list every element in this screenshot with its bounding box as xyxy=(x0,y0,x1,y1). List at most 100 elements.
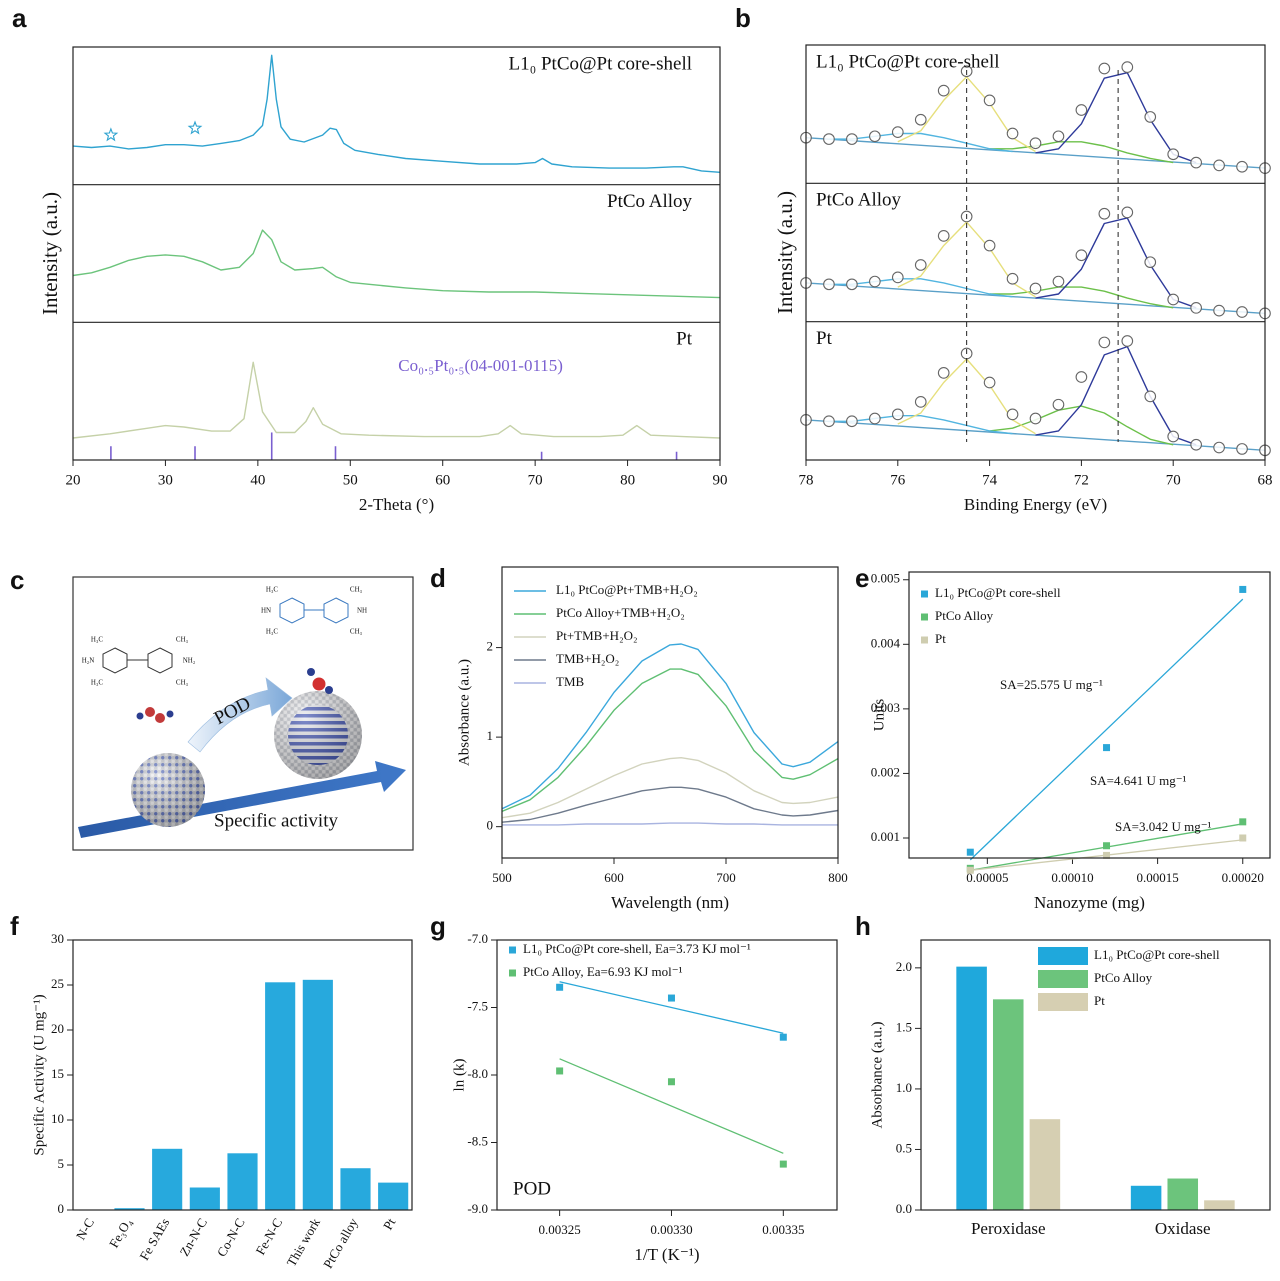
x-tick-label: PtCo alloy xyxy=(320,1215,361,1271)
data-point xyxy=(1029,137,1042,150)
structure-label: H₃C xyxy=(266,628,278,636)
y-tick-label: 1.5 xyxy=(896,1019,912,1034)
y-tick-label: 15 xyxy=(51,1066,64,1081)
y-tick-label: 0.003 xyxy=(871,700,900,715)
data-point xyxy=(1190,156,1202,169)
data-point xyxy=(1144,256,1157,269)
legend-swatch xyxy=(921,613,928,621)
data-point xyxy=(667,1078,675,1086)
annotation: POD xyxy=(513,1178,551,1199)
y-tick-label: 0.0 xyxy=(896,1201,912,1216)
x-tick-label: Zn-N-C xyxy=(176,1215,210,1258)
pod-arrow xyxy=(187,677,293,753)
legend-label: Pt xyxy=(1094,993,1105,1008)
star-marker xyxy=(187,120,203,135)
data-line xyxy=(989,405,1174,446)
h2o2-icon xyxy=(136,707,174,723)
y-tick-label: 0.5 xyxy=(896,1140,912,1155)
legend-label: L1₀ PtCo@Pt+TMB+H₂O₂ xyxy=(556,582,698,597)
y-tick-label: 0.005 xyxy=(871,571,900,586)
data-point xyxy=(983,376,996,389)
x-tick-label: 68 xyxy=(1258,472,1273,488)
data-point xyxy=(667,994,675,1002)
structure-label: NH₂ xyxy=(183,657,196,665)
data-line xyxy=(72,54,721,173)
data-point xyxy=(914,259,927,271)
data-point xyxy=(846,133,858,145)
bar xyxy=(1029,1119,1061,1210)
y-axis-label: Absorbance (a.u.) xyxy=(869,1021,885,1128)
data-point xyxy=(1075,249,1088,262)
panel-letter: f xyxy=(10,911,19,941)
legend-label: Pt xyxy=(935,631,946,646)
bar xyxy=(1130,1185,1162,1210)
data-line xyxy=(502,822,838,826)
legend-swatch xyxy=(921,590,928,598)
panel-letter: d xyxy=(430,563,446,593)
h2o-icon xyxy=(307,668,333,694)
bar xyxy=(302,979,333,1210)
data-point xyxy=(1190,301,1202,314)
data-point xyxy=(1239,585,1247,593)
data-point xyxy=(823,278,835,291)
bar xyxy=(114,1208,145,1210)
y-tick-label: 1 xyxy=(487,728,494,743)
x-tick-label: Fe₃O₄ xyxy=(106,1215,135,1250)
data-point xyxy=(966,848,974,856)
data-line xyxy=(989,286,1174,309)
structure-labels: H₃C CH₃ H₂N NH₂ H₃C CH₃ H₃C CH₃ HN NH H₃… xyxy=(82,586,367,687)
data-line xyxy=(501,757,839,819)
x-axis-label: Nanozyme (mg) xyxy=(1034,893,1145,912)
bar xyxy=(340,1168,371,1210)
data-point xyxy=(1006,127,1019,140)
data-point xyxy=(556,1067,564,1075)
x-tick-label: 40 xyxy=(250,472,265,488)
legend-swatch xyxy=(921,636,928,644)
structure-label: CH₃ xyxy=(176,679,189,687)
structure-label: H₃C xyxy=(91,636,103,644)
data-line xyxy=(72,229,721,299)
y-tick-label: 2 xyxy=(487,639,494,654)
data-point xyxy=(1098,336,1111,349)
plot-frame xyxy=(920,939,1271,1211)
panel-series-label: L1₀ PtCo@Pt core-shell xyxy=(816,51,1000,72)
x-tick-label: 78 xyxy=(799,472,814,488)
bar xyxy=(378,1182,409,1210)
x-tick-label: Fe SAEs xyxy=(136,1215,172,1262)
data-point xyxy=(1052,275,1065,288)
fit-line xyxy=(559,981,784,1034)
data-line xyxy=(501,786,839,823)
plot-frame xyxy=(908,571,1271,859)
data-point xyxy=(1098,207,1111,220)
data-point xyxy=(1006,272,1019,285)
bar xyxy=(1167,1178,1199,1210)
data-line xyxy=(805,282,1266,315)
data-point xyxy=(1075,104,1088,116)
legend-swatch xyxy=(1038,970,1088,988)
x-tick-label: 600 xyxy=(604,870,624,885)
y-tick-label: 25 xyxy=(51,976,64,991)
panel-series-label: Pt xyxy=(816,328,833,349)
particle-shade xyxy=(131,753,205,827)
fit-line xyxy=(969,598,1244,861)
legend-label: L1₀ PtCo@Pt core-shell xyxy=(1094,947,1220,962)
x-tick-label: 70 xyxy=(1166,472,1181,488)
x-tick-label: 500 xyxy=(492,870,512,885)
y-tick-label: -8.0 xyxy=(467,1066,488,1081)
structure-label: CH₃ xyxy=(176,636,189,644)
x-tick-label: Pt xyxy=(380,1215,399,1232)
data-point xyxy=(1121,335,1134,347)
structure-label: CH₃ xyxy=(350,586,363,594)
annotation: SA=4.641 U mg⁻¹ xyxy=(1090,773,1187,788)
star-marker xyxy=(103,127,119,142)
data-point xyxy=(1167,293,1180,306)
panel-series-label: PtCo Alloy xyxy=(816,190,901,211)
data-point xyxy=(1190,438,1202,451)
x-tick-label: 0.00010 xyxy=(1051,870,1093,885)
data-line xyxy=(501,668,839,813)
x-tick-label: 76 xyxy=(890,472,906,488)
x-tick-label: 700 xyxy=(716,870,736,885)
x-tick-label: 0.00335 xyxy=(762,1222,804,1237)
plot-frame xyxy=(496,939,838,1211)
data-point xyxy=(1167,430,1180,443)
